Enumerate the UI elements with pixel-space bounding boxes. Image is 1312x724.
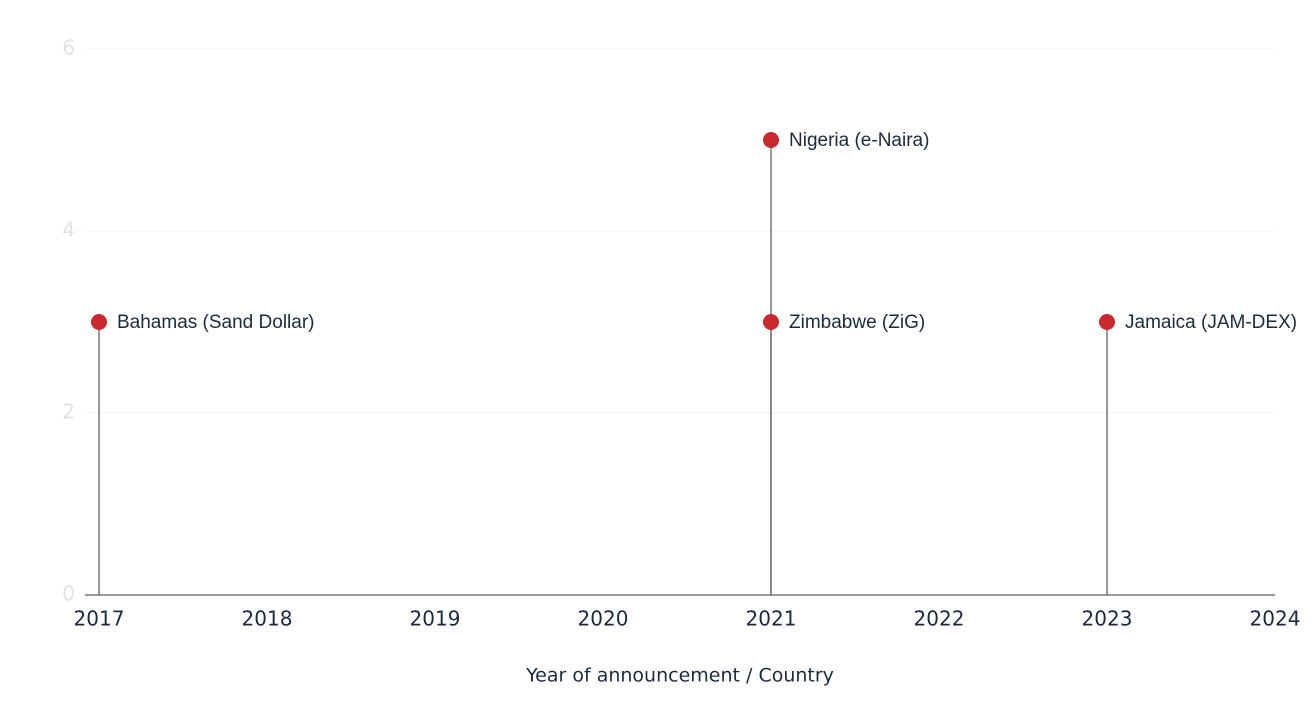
x-tick-label: 2022 xyxy=(914,607,965,631)
point-label: Jamaica (JAM-DEX) xyxy=(1125,312,1297,333)
point xyxy=(763,132,779,148)
x-tick-label: 2020 xyxy=(578,607,629,631)
y-tick-label: 2 xyxy=(62,400,75,424)
x-axis-title: Year of announcement / Country xyxy=(525,665,834,687)
x-tick-label: 2018 xyxy=(242,607,293,631)
x-tick-label: 2019 xyxy=(410,607,461,631)
point xyxy=(763,314,779,330)
y-tick-label: 4 xyxy=(62,218,75,242)
x-tick-label: 2017 xyxy=(74,607,125,631)
point-label: Zimbabwe (ZiG) xyxy=(789,312,925,333)
y-tick-label: 0 xyxy=(62,582,75,606)
point-label: Nigeria (e-Naira) xyxy=(789,130,929,151)
y-tick-label: 6 xyxy=(62,36,75,60)
x-tick-label: 2024 xyxy=(1250,607,1301,631)
point xyxy=(91,314,107,330)
point xyxy=(1099,314,1115,330)
x-tick-label: 2023 xyxy=(1082,607,1133,631)
point-label: Bahamas (Sand Dollar) xyxy=(117,312,314,333)
x-tick-label: 2021 xyxy=(746,607,797,631)
